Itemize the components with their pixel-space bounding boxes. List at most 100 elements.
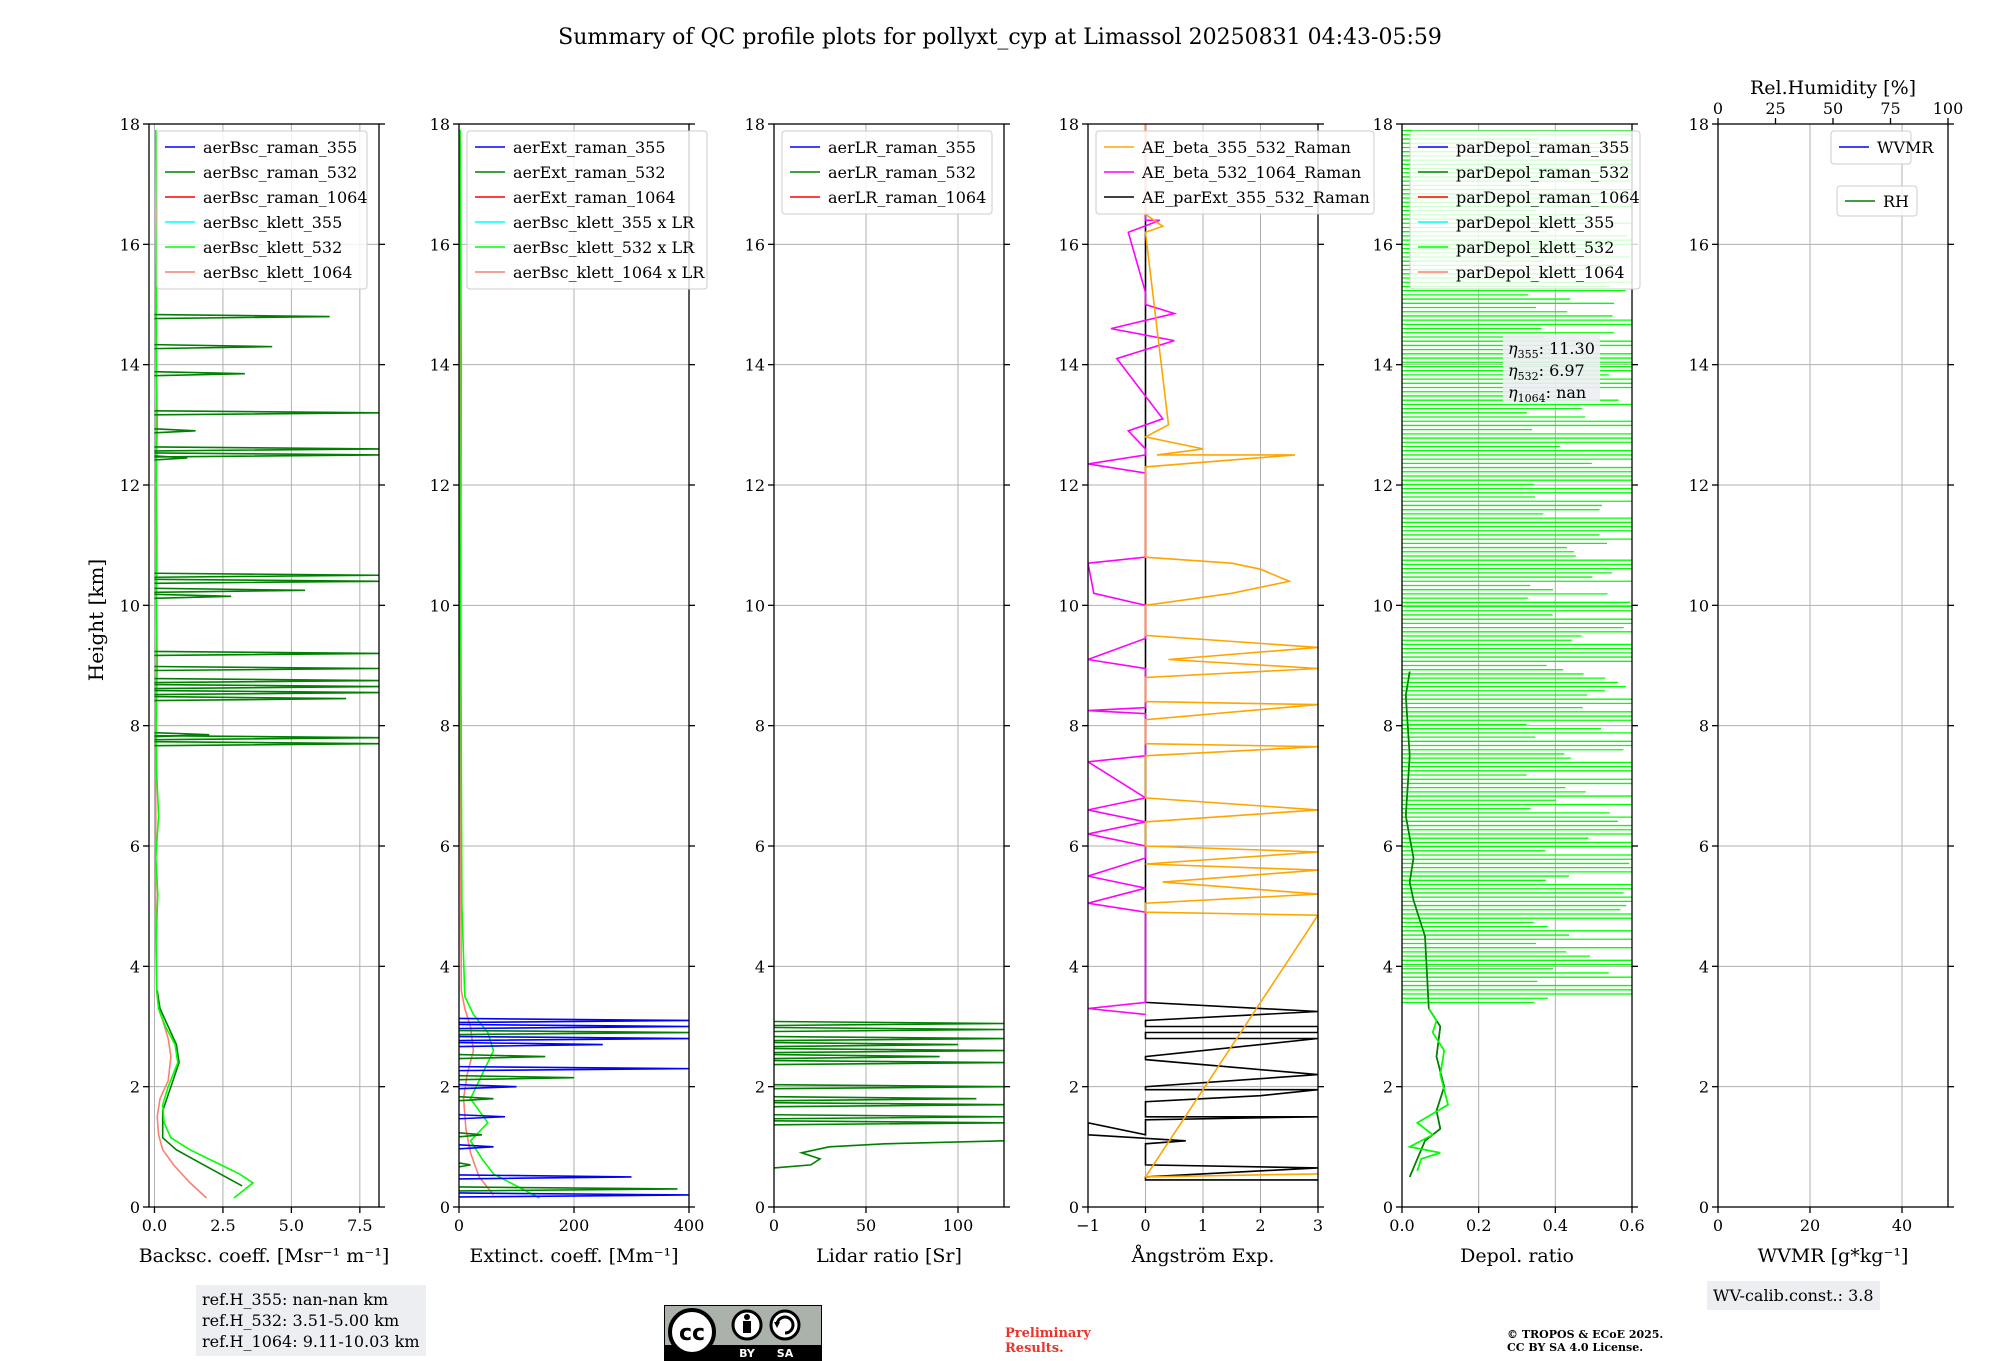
legend-box xyxy=(1095,130,1375,215)
legend-box xyxy=(156,130,368,290)
legend-label: aerBsc_raman_532 xyxy=(203,163,357,182)
y-tick-label: 6 xyxy=(1069,837,1079,856)
spike-mark xyxy=(154,578,379,585)
x-tick-label: 2 xyxy=(1255,1216,1265,1235)
preliminary-line-2: Results. xyxy=(1005,1341,1064,1356)
y-tick-label: 6 xyxy=(1699,837,1709,856)
spike-mark xyxy=(154,734,379,741)
y-tick-label: 16 xyxy=(120,235,140,254)
spike-mark xyxy=(774,1041,959,1048)
y-tick-label: 16 xyxy=(745,235,765,254)
spike-mark xyxy=(459,1053,546,1060)
legend-label: aerLR_raman_355 xyxy=(828,138,976,157)
series-line-AE_parExt_355_532_Raman xyxy=(1088,124,1318,1181)
panel-backscatter: 0 2 4 6 8 10 12 14 16 18 0.0 2.5 5.0 7.5 Backsc. coeff… xyxy=(120,115,390,1267)
spike-mark xyxy=(459,1065,689,1072)
legend: AE_beta_355_532_Raman AE_beta_532_1064_Ra… xyxy=(1095,130,1375,215)
legend-label: parDepol_raman_1064 xyxy=(1456,188,1640,207)
legend-label: parDepol_raman_355 xyxy=(1456,138,1629,157)
y-tick-label: 16 xyxy=(1373,235,1393,254)
copyright-line-2: CC BY SA 4.0 License. xyxy=(1507,1341,1644,1354)
y-tick-label: 2 xyxy=(440,1078,450,1097)
y-tick-label: 8 xyxy=(1699,717,1709,736)
y-tick-label: 6 xyxy=(440,837,450,856)
legend-box xyxy=(466,130,708,290)
legend-label: aerBsc_klett_1064 x LR xyxy=(513,263,705,282)
spike-mark xyxy=(154,689,379,696)
x-tick-label: 50 xyxy=(856,1216,876,1235)
legend-label: aerLR_raman_532 xyxy=(828,163,976,182)
x-tick-label: 40 xyxy=(1892,1216,1912,1235)
y-tick-label: 14 xyxy=(1689,356,1709,375)
spike-mark xyxy=(774,1047,1004,1054)
y-tick-label: 0 xyxy=(440,1198,450,1217)
spike-mark xyxy=(459,1017,689,1024)
eta-355-text: η355: 11.30 xyxy=(1508,339,1595,361)
x-tick-label: 3 xyxy=(1313,1216,1323,1235)
spike-mark xyxy=(154,446,379,452)
shared-y-axis-label: Height [km] xyxy=(84,559,108,681)
x-tick-label: 200 xyxy=(559,1216,590,1235)
y-tick-label: 12 xyxy=(120,476,140,495)
axes-frame xyxy=(1401,123,1633,1208)
y-tick-label: 12 xyxy=(430,476,450,495)
spike-mark xyxy=(459,1083,517,1090)
x-tick-label: 0.0 xyxy=(1389,1216,1414,1235)
ref-height-532: ref.H_532: 3.51-5.00 km xyxy=(202,1311,400,1330)
top-tick-label: 25 xyxy=(1765,99,1785,118)
spike-mark xyxy=(774,1026,1004,1033)
y-tick-label: 2 xyxy=(1699,1078,1709,1097)
spike-mark xyxy=(154,593,232,600)
spike-mark xyxy=(154,650,379,657)
spike-mark xyxy=(154,455,188,461)
copyright-line-1: © TROPOS & ECoE 2025. xyxy=(1507,1328,1664,1341)
spike-mark xyxy=(459,1174,632,1180)
y-tick-label: 2 xyxy=(1069,1078,1079,1097)
spike-mark xyxy=(774,1101,1004,1108)
spike-mark xyxy=(154,343,273,350)
spike-mark xyxy=(774,1083,1004,1090)
y-tick-label: 4 xyxy=(1699,957,1709,976)
spike-mark xyxy=(774,1053,940,1060)
legend-label: aerBsc_raman_1064 xyxy=(203,188,368,207)
legend-label: parDepol_raman_532 xyxy=(1456,163,1629,182)
y-tick-label: 10 xyxy=(1373,596,1393,615)
spike-mark xyxy=(459,1186,678,1192)
spike-mark xyxy=(154,428,196,434)
series-line-parDepol_klett_532 xyxy=(1407,1008,1449,1172)
y-tick-label: 10 xyxy=(745,596,765,615)
x-axis-label: WVMR [g*kg⁻¹] xyxy=(1758,1245,1909,1267)
legend-label: AE_parExt_355_532_Raman xyxy=(1141,188,1370,207)
x-tick-label: 0.6 xyxy=(1619,1216,1644,1235)
y-tick-label: 8 xyxy=(130,717,140,736)
plot-area xyxy=(1088,124,1318,1181)
x-tick-label: 0.2 xyxy=(1466,1216,1491,1235)
cc-by-sa-logo: cc BY SA xyxy=(664,1305,822,1361)
wv-calib-box: WV-calib.const.: 3.8 xyxy=(1707,1281,1880,1310)
plot-area xyxy=(459,129,689,1199)
legend-label: aerBsc_klett_355 x LR xyxy=(513,213,695,232)
y-tick-label: 6 xyxy=(1383,837,1393,856)
reference-height-box: ref.H_355: nan-nan km ref.H_532: 3.51-5.… xyxy=(196,1285,426,1356)
series-line-parDepol_klett_532 xyxy=(1407,1008,1449,1172)
spike-mark xyxy=(154,313,330,320)
y-tick-label: 6 xyxy=(130,837,140,856)
spike-mark xyxy=(459,1074,575,1081)
x-tick-label: −1 xyxy=(1076,1216,1100,1235)
y-tick-label: 14 xyxy=(430,356,450,375)
y-tick-label: 10 xyxy=(1059,596,1079,615)
panel-depol: 0 2 4 6 8 10 12 14 16 18 0.0 0.2 0.4 0.6 Depol. ratio p… xyxy=(1373,115,1645,1267)
legend-box xyxy=(781,130,993,215)
y-tick-label: 12 xyxy=(745,476,765,495)
y-tick-label: 4 xyxy=(1069,957,1079,976)
y-tick-label: 10 xyxy=(430,596,450,615)
spike-mark xyxy=(459,1162,471,1168)
spike-mark xyxy=(459,1023,689,1030)
y-tick-label: 16 xyxy=(1059,235,1079,254)
y-tick-label: 14 xyxy=(745,356,765,375)
cc-by-label: BY xyxy=(739,1347,756,1360)
spike-mark xyxy=(459,1035,689,1042)
y-tick-label: 8 xyxy=(440,717,450,736)
cc-sa-label: SA xyxy=(777,1347,794,1360)
